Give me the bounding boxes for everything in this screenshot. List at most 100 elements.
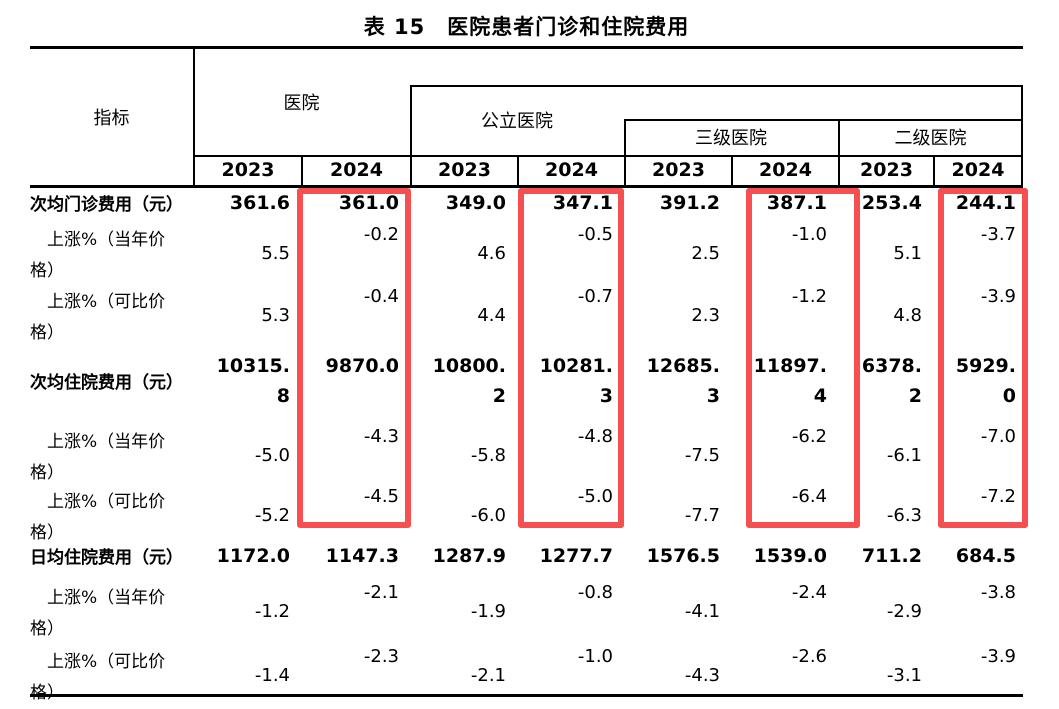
value-cell: -1.2 — [791, 286, 827, 307]
value-cell: -3.9 — [980, 646, 1016, 667]
value-cell: -4.3 — [363, 426, 399, 447]
value-cell: -4.5 — [363, 486, 399, 507]
header-indicator: 指标 — [93, 108, 130, 129]
value-cell: 2.5 — [691, 243, 720, 264]
value-cell: -5.0 — [254, 445, 290, 466]
value-cell: 5.1 — [893, 243, 922, 264]
value-cell: -4.3 — [684, 665, 720, 686]
value-cell: 1172.0 — [216, 545, 290, 567]
row-label: 次均门诊费用（元） — [30, 195, 183, 215]
value-cell: 1576.5 — [646, 545, 720, 567]
divider — [838, 119, 840, 185]
row-label: 上涨%（可比价 格） — [30, 652, 166, 703]
value-cell: -1.0 — [791, 224, 827, 245]
year-header-col-7: 2023 — [838, 155, 933, 185]
value-cell: 253.4 — [861, 192, 922, 214]
header-group-public-hospital: 公立医院 — [481, 111, 553, 132]
value-cell: -0.2 — [363, 224, 399, 245]
value-cell: 684.5 — [955, 545, 1016, 567]
value-cell: -3.8 — [980, 582, 1016, 603]
value-cell: -3.7 — [980, 224, 1016, 245]
value-cell: -0.8 — [577, 582, 613, 603]
divider — [624, 119, 1023, 121]
value-cell: -6.3 — [886, 505, 922, 526]
value-cell: -4.8 — [577, 426, 613, 447]
value-cell: 349.0 — [445, 192, 506, 214]
table-row: 上涨%（可比价 格） 5.3 -0.4 4.4 -0.7 2.3 -1.2 4.8 -3.9 — [30, 281, 1023, 346]
value-cell: -6.2 — [791, 426, 827, 447]
row-label: 日均住院费用（元） — [30, 548, 183, 568]
year-row-spacer — [30, 155, 193, 185]
value-cell: -7.7 — [684, 505, 720, 526]
value-cell: -3.9 — [980, 286, 1016, 307]
value-cell: -0.4 — [363, 286, 399, 307]
value-cell: 361.6 — [229, 192, 290, 214]
value-cell: 711.2 — [861, 545, 922, 567]
value-cell: -2.9 — [886, 601, 922, 622]
year-header-col-2: 2024 — [301, 155, 410, 185]
table-row: 次均住院费用（元） 10315. 8 9870.0 10800. 2 10281. 3 1… — [30, 346, 1023, 421]
table-row: 上涨%（当年价 格） 5.5 -0.2 4.6 -0.5 2.5 -1.0 5.1 -3.7 — [30, 219, 1023, 281]
value-cell: 361.0 — [338, 192, 399, 214]
value-cell: 2.3 — [691, 305, 720, 326]
table-header: 指标 医院 公立医院 三级医院 二级医院 2023 2024 2023 2024 202… — [30, 49, 1023, 188]
value-cell: -7.2 — [980, 486, 1016, 507]
value-cell: -5.8 — [470, 445, 506, 466]
row-label: 上涨%（当年价 格） — [30, 588, 166, 639]
value-cell: 4.8 — [893, 305, 922, 326]
value-cell: -2.6 — [791, 646, 827, 667]
year-header-col-8: 2024 — [933, 155, 1023, 185]
divider — [624, 119, 626, 185]
divider — [410, 85, 1023, 87]
year-header-col-5: 2023 — [624, 155, 731, 185]
table-row: 上涨%（可比价 格） -1.4 -2.3 -2.1 -1.0 -4.3 -2.6 -3.1 -3… — [30, 641, 1023, 703]
value-cell: -1.0 — [577, 646, 613, 667]
table-top-rule — [30, 46, 1023, 49]
value-cell: -2.1 — [363, 582, 399, 603]
table-row: 次均门诊费用（元） 361.6 361.0 349.0 347.1 391.2 387.1 2… — [30, 188, 1023, 219]
year-header-col-6: 2024 — [731, 155, 838, 185]
row-label: 上涨%（当年价 格） — [30, 230, 166, 281]
value-cell: -1.9 — [470, 601, 506, 622]
value-cell: -6.0 — [470, 505, 506, 526]
value-cell: 10315. 8 — [216, 355, 290, 407]
value-cell: 244.1 — [955, 192, 1016, 214]
value-cell: 10800. 2 — [432, 355, 506, 407]
value-cell: 4.4 — [477, 305, 506, 326]
value-cell: 1287.9 — [432, 545, 506, 567]
year-row: 2023 2024 2023 2024 2023 2024 2023 2024 — [30, 155, 1023, 185]
value-cell: 5.3 — [261, 305, 290, 326]
table-row: 日均住院费用（元） 1172.0 1147.3 1287.9 1277.7 1576.5 1… — [30, 541, 1023, 577]
row-label: 上涨%（可比价 格） — [30, 492, 166, 543]
value-cell: -4.1 — [684, 601, 720, 622]
value-cell: 5929. 0 — [955, 355, 1016, 407]
row-label: 次均住院费用（元） — [30, 373, 183, 393]
value-cell: -2.3 — [363, 646, 399, 667]
divider — [1021, 85, 1023, 185]
value-cell: 6378. 2 — [861, 355, 922, 407]
divider — [193, 155, 1023, 157]
value-cell: -0.7 — [577, 286, 613, 307]
value-cell: 1539.0 — [753, 545, 827, 567]
value-cell: 12685. 3 — [646, 355, 720, 407]
divider — [193, 49, 195, 185]
table-bottom-rule — [30, 694, 1023, 697]
value-cell: -6.4 — [791, 486, 827, 507]
value-cell: -7.0 — [980, 426, 1016, 447]
table-row: 上涨%（当年价 格） -1.2 -2.1 -1.9 -0.8 -4.1 -2.4 -2.9 -3… — [30, 577, 1023, 641]
value-cell: 387.1 — [766, 192, 827, 214]
header-group-tertiary-hospital: 三级医院 — [695, 128, 767, 149]
header-group-hospital: 医院 — [283, 93, 320, 114]
table-title: 表 15 医院患者门诊和住院费用 — [363, 15, 690, 39]
row-label: 上涨%（当年价 格） — [30, 432, 166, 483]
value-cell: 5.5 — [261, 243, 290, 264]
table-row: 上涨%（可比价 格） -5.2 -4.5 -6.0 -5.0 -7.7 -6.4 -6.3 -7… — [30, 481, 1023, 543]
value-cell: -0.5 — [577, 224, 613, 245]
value-cell: -3.1 — [886, 665, 922, 686]
year-header-col-1: 2023 — [193, 155, 301, 185]
value-cell: 11897. 4 — [753, 355, 827, 407]
value-cell: 4.6 — [477, 243, 506, 264]
value-cell: -5.0 — [577, 486, 613, 507]
statistics-table: 指标 医院 公立医院 三级医院 二级医院 2023 2024 2023 2024 202… — [30, 46, 1023, 703]
